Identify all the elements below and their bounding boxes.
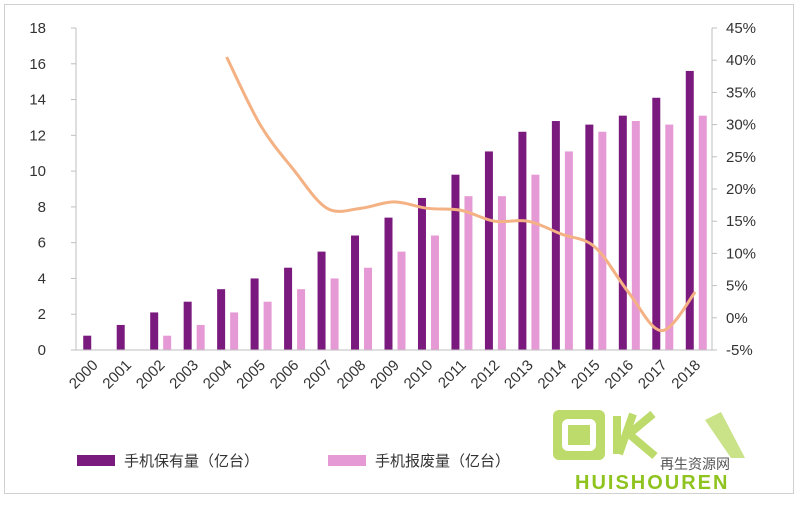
bar-scrapped [665,124,674,350]
x-tick-label: 2018 [668,357,704,393]
legend-label-holdings: 手机保有量（亿台） [124,452,259,470]
y2-tick-label: 40% [726,52,756,69]
bar-scrapped [364,267,373,350]
bar-holdings [351,235,360,350]
y2-tick-label: 35% [726,84,756,101]
bars-layer [83,70,707,351]
bar-holdings [451,174,460,350]
bar-holdings [217,289,226,350]
x-tick-label: 2014 [535,357,571,393]
axes-layer: 0 2 4 6 8 10 12 14 16 18 -5% 0% 5% 10% 15% 20% 25% 30% 35%… [29,20,756,392]
bar-holdings [317,251,326,350]
bar-holdings [183,301,192,350]
y2-tick-label: 30% [726,117,756,134]
x-tick-label: 2010 [401,357,437,393]
y2-tick-label: 25% [726,149,756,166]
bar-scrapped [598,131,607,350]
bar-scrapped [430,235,439,350]
y2-tick-label: 20% [726,181,756,198]
y2-tick-label: 10% [726,245,756,262]
x-tick-label: 2007 [300,357,336,393]
bar-scrapped [163,335,172,350]
bar-holdings [83,335,92,350]
x-tick-label: 2011 [435,357,470,392]
bar-scrapped [263,301,272,350]
x-tick-label: 2005 [233,357,269,393]
chart-frame [4,4,794,494]
x-tick-label: 2002 [133,357,169,393]
y2-tick-label: 5% [726,278,748,295]
x-tick-label: 2003 [166,357,202,393]
watermark-site: 再生资源网 [660,457,730,473]
legend: 手机保有量（亿台） 手机报废量（亿台） [77,452,510,470]
bar-scrapped [230,312,239,350]
y-tick-label: 18 [29,20,46,37]
x-tick-label: 2001 [99,357,135,393]
y2-tick-label: -5% [726,342,753,359]
watermark-text: HUISHOUREN [575,472,730,494]
bar-holdings [652,97,661,351]
bar-scrapped [564,151,573,350]
y2-tick-label: 45% [726,20,756,37]
bar-scrapped [196,324,205,350]
y-tick-label: 0 [38,342,46,359]
watermark-logo [545,408,800,500]
y-tick-label: 12 [29,127,46,144]
bar-scrapped [464,196,473,350]
line-layer [225,56,697,333]
bar-holdings [116,324,125,350]
y2-tick-label: 15% [726,213,756,230]
legend-swatch-holdings [77,455,115,466]
x-tick-label: 2017 [635,357,671,393]
bar-holdings [618,115,627,351]
y-tick-label: 14 [29,92,46,109]
legend-label-scrapped: 手机报废量（亿台） [375,452,510,470]
x-tick-label: 2013 [501,357,537,393]
y-tick-label: 8 [38,199,46,216]
bar-scrapped [698,115,707,351]
x-tick-label: 2008 [334,357,370,393]
bar-scrapped [631,121,640,351]
bar-holdings [150,312,159,350]
y-tick-label: 10 [29,163,46,180]
bar-holdings [685,70,694,350]
bar-holdings [250,278,259,350]
bar-scrapped [297,289,306,350]
x-tick-label: 2012 [468,357,504,393]
y-tick-label: 4 [38,270,46,287]
x-tick-label: 2004 [200,357,236,393]
x-tick-label: 2009 [367,357,403,393]
x-tick-label: 2015 [568,357,604,393]
bar-holdings [484,151,493,350]
bar-scrapped [330,278,339,350]
x-tick-label: 2016 [602,357,638,393]
x-tick-label: 2000 [66,357,102,393]
bar-scrapped [397,251,406,350]
line-series [225,56,697,333]
bar-scrapped [531,174,540,350]
bar-holdings [417,197,426,350]
y2-tick-label: 0% [726,310,748,327]
x-tick-label: 2006 [267,357,303,393]
bar-holdings [384,217,393,350]
legend-swatch-scrapped [328,455,366,466]
y-tick-label: 2 [38,306,46,323]
y-tick-label: 16 [29,56,46,73]
bar-holdings [518,131,527,350]
bar-holdings [585,124,594,350]
bar-holdings [284,267,293,350]
bar-scrapped [497,196,506,350]
bar-holdings [551,121,560,351]
y-tick-label: 6 [38,235,46,252]
